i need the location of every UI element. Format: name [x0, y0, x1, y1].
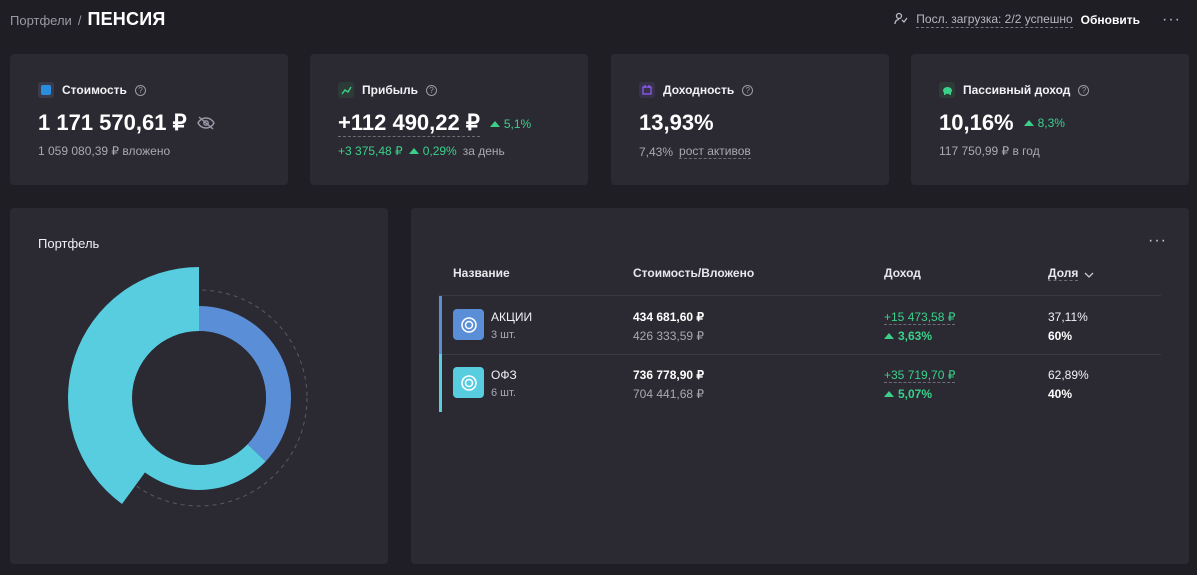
passive-income-change: 8,3%: [1023, 116, 1065, 130]
daily-change: 0,29%: [408, 144, 457, 158]
profit-change: 5,1%: [489, 117, 531, 131]
table-more-icon[interactable]: ···: [1148, 232, 1167, 249]
sync-icon: [894, 12, 908, 28]
asset-name: ОФЗ: [491, 368, 517, 382]
portfolio-donut-chart: [67, 267, 308, 507]
asset-income[interactable]: +15 473,58 ₽: [884, 310, 956, 325]
row-color-bar: [439, 296, 442, 354]
calendar-icon: [639, 82, 655, 98]
row-color-bar: [439, 354, 442, 412]
asset-income-pct: 3,63%: [884, 329, 932, 343]
yield-card: Доходность ? 13,93% 7,43% рост активов: [611, 54, 889, 185]
more-options-icon[interactable]: ···: [1162, 11, 1181, 28]
asset-name: АКЦИИ: [491, 310, 533, 324]
donut-hole: [132, 331, 266, 465]
profit-label: Прибыль: [362, 83, 418, 97]
profit-value[interactable]: +112 490,22 ₽: [338, 110, 480, 137]
passive-income-card: Пассивный доход ? 10,16% 8,3% 117 750,99…: [911, 54, 1189, 185]
asset-value: 434 681,60 ₽: [633, 310, 705, 324]
asset-invested: 426 333,59 ₽: [633, 329, 705, 343]
assets-table-card: ··· Название Стоимость/Вложено Доход Дол…: [411, 208, 1189, 564]
stocks-slice[interactable]: [199, 306, 291, 462]
yield-value: 13,93%: [639, 110, 714, 135]
chevron-down-icon: [1084, 267, 1094, 281]
asset-count: 3 шт.: [491, 329, 516, 341]
piggy-bank-icon: [939, 82, 955, 98]
top-bar: Портфели / ПЕНСИЯ Посл. загрузка: 2/2 ус…: [0, 0, 1197, 40]
breadcrumb: Портфели / ПЕНСИЯ: [10, 9, 165, 30]
asset-income[interactable]: +35 719,70 ₽: [884, 368, 956, 383]
up-arrow-icon: [489, 120, 500, 127]
passive-income-value: 10,16%: [939, 110, 1014, 135]
asset-target-share: 60%: [1048, 329, 1073, 343]
hide-value-icon[interactable]: [196, 110, 215, 136]
help-icon[interactable]: ?: [742, 84, 754, 96]
up-arrow-icon: [1023, 120, 1034, 126]
asset-income-pct: 5,07%: [884, 387, 932, 401]
row-divider: [439, 354, 1161, 355]
yield-label: Доходность: [663, 83, 735, 97]
column-name[interactable]: Название: [453, 266, 510, 280]
breadcrumb-separator: /: [77, 13, 82, 28]
column-share[interactable]: Доля: [1048, 266, 1094, 281]
daily-suffix: за день: [462, 144, 505, 158]
asset-value: 736 778,90 ₽: [633, 368, 705, 382]
asset-invested: 704 441,68 ₽: [633, 387, 705, 401]
column-value[interactable]: Стоимость/Вложено: [633, 266, 755, 280]
portfolio-chart-title: Портфель: [38, 236, 100, 251]
column-share-label: Доля: [1048, 266, 1079, 281]
column-income[interactable]: Доход: [884, 266, 921, 280]
asset-count: 6 шт.: [491, 387, 516, 399]
up-arrow-icon: [408, 148, 419, 154]
bonds-logo-icon: [453, 367, 484, 398]
last-load-status[interactable]: Посл. загрузка: 2/2 успешно: [916, 12, 1073, 28]
asset-growth-link[interactable]: рост активов: [679, 144, 751, 159]
passive-income-annual: 117 750,99 ₽ в год: [939, 144, 1040, 158]
top-actions: Посл. загрузка: 2/2 успешно Обновить ···: [894, 11, 1181, 29]
up-arrow-icon: [884, 391, 894, 397]
help-icon[interactable]: ?: [134, 84, 146, 96]
asset-target-share: 40%: [1048, 387, 1073, 401]
passive-income-label: Пассивный доход: [963, 83, 1071, 97]
asset-growth-value: 7,43%: [639, 144, 674, 159]
asset-share: 37,11%: [1048, 310, 1088, 324]
page-title: ПЕНСИЯ: [87, 9, 166, 29]
value-card: Стоимость ? 1 171 570,61 ₽ 1 059 080,39 …: [10, 54, 288, 185]
portfolio-value: 1 171 570,61 ₽: [38, 110, 187, 135]
asset-share: 62,89%: [1048, 368, 1089, 382]
daily-profit: +3 375,48 ₽: [338, 144, 403, 158]
value-label: Стоимость: [62, 83, 127, 97]
chart-icon: [338, 82, 354, 98]
profit-card: Прибыль ? +112 490,22 ₽ 5,1% +3 375,48 ₽…: [310, 54, 588, 185]
header-divider: [439, 295, 1161, 296]
help-icon[interactable]: ?: [1078, 84, 1090, 96]
bonds-slice[interactable]: [107, 306, 266, 490]
invested-amount: 1 059 080,39 ₽ вложено: [38, 144, 171, 158]
help-icon[interactable]: ?: [426, 84, 437, 96]
up-arrow-icon: [884, 333, 894, 339]
stocks-logo-icon: [453, 309, 484, 340]
table-row[interactable]: АКЦИИ 3 шт. 434 681,60 ₽ 426 333,59 ₽ +1…: [439, 296, 1161, 355]
breadcrumb-portfolios-link[interactable]: Портфели: [10, 13, 72, 28]
refresh-button[interactable]: Обновить: [1080, 13, 1141, 27]
table-row[interactable]: ОФЗ 6 шт. 736 778,90 ₽ 704 441,68 ₽ +35 …: [439, 354, 1161, 412]
wallet-icon: [38, 82, 54, 98]
portfolio-chart-card: Портфель: [10, 208, 388, 564]
